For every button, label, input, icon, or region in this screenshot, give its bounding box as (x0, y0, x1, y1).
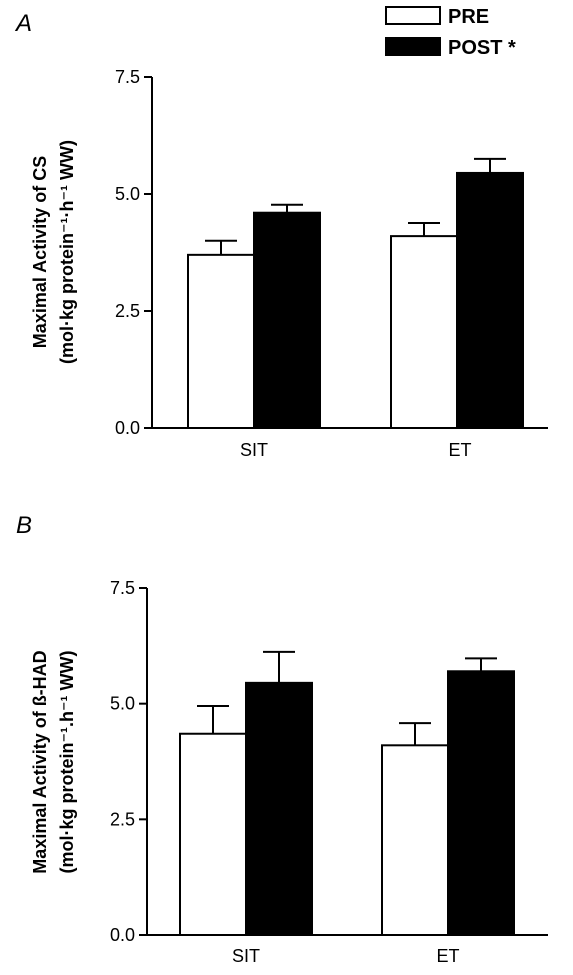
ylabel-cs-line1: Maximal Activity of CS (30, 156, 50, 348)
y-tick-label-bhad: 2.5 (110, 809, 135, 829)
bar-cs-et-post (456, 171, 524, 429)
y-tick-label-bhad: 5.0 (110, 694, 135, 714)
category-label-sit: SIT (240, 440, 268, 460)
category-label-sit: SIT (232, 946, 260, 966)
y-tick-label-cs: 7.5 (115, 67, 140, 87)
y-tick-label-cs: 5.0 (115, 184, 140, 204)
bar-cs-sit-pre (187, 253, 255, 429)
chart-cs: Maximal Activity of CS (mol·kg protein⁻¹… (30, 67, 548, 460)
ylabel-cs-line2: (mol·kg protein⁻¹·h⁻¹ WW) (57, 140, 77, 364)
bar-bhad-sit-pre (179, 732, 247, 936)
panel-letter-a: A (16, 10, 33, 37)
ylabel-bhad-line2: (mol·kg protein⁻¹.h⁻¹ WW) (57, 651, 77, 874)
y-tick-label-cs: 0.0 (115, 418, 140, 438)
bar-bhad-et-pre (381, 744, 449, 936)
legend-swatch-post (385, 37, 441, 56)
legend-swatch-pre (385, 6, 441, 25)
legend-label-post: POST * (448, 37, 516, 59)
bar-bhad-sit-post (245, 681, 313, 937)
bar-cs-sit-post (253, 211, 321, 429)
legend-label-pre: PRE (448, 6, 489, 28)
bar-bhad-et-post (447, 670, 515, 937)
y-tick-label-bhad: 0.0 (110, 925, 135, 945)
chart-legend: PRE POST * (385, 6, 516, 59)
y-tick-label-cs: 2.5 (115, 301, 140, 321)
chart-bhad: Maximal Activity of ß-HAD (mol·kg protei… (30, 578, 548, 966)
category-label-et: ET (448, 440, 471, 460)
ylabel-bhad-line1: Maximal Activity of ß-HAD (30, 650, 50, 873)
panel-letter-b: B (16, 512, 33, 539)
bar-cs-et-pre (390, 235, 458, 429)
category-label-et: ET (436, 946, 459, 966)
y-tick-label-bhad: 7.5 (110, 578, 135, 598)
